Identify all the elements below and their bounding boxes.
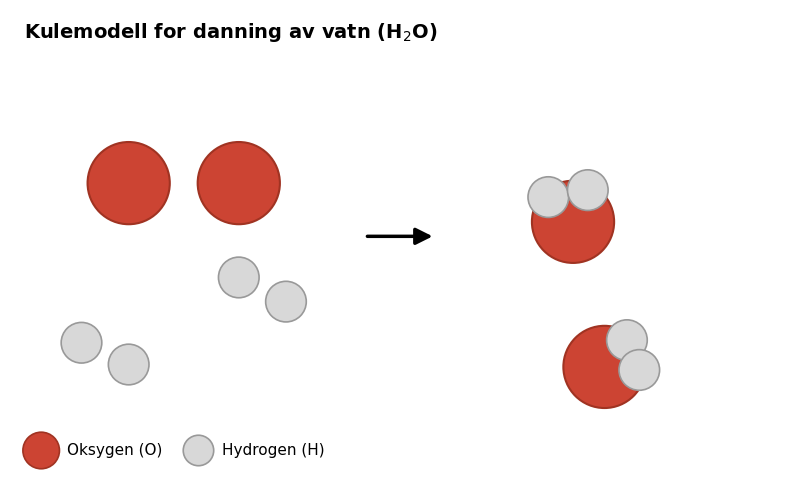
Text: Kulemodell for danning av vatn (H$_2$O): Kulemodell for danning av vatn (H$_2$O) [25,21,438,44]
Circle shape [61,322,102,363]
Circle shape [108,344,149,385]
Circle shape [218,257,259,298]
Circle shape [528,177,569,217]
Circle shape [266,281,306,322]
Text: Hydrogen (H): Hydrogen (H) [222,443,324,458]
Circle shape [87,142,170,224]
Circle shape [619,350,660,390]
Circle shape [198,142,280,224]
Circle shape [563,326,646,408]
Circle shape [532,181,614,263]
Circle shape [23,432,59,469]
Circle shape [606,320,647,361]
Circle shape [183,435,214,466]
Circle shape [567,170,608,211]
Text: Oksygen (O): Oksygen (O) [67,443,162,458]
